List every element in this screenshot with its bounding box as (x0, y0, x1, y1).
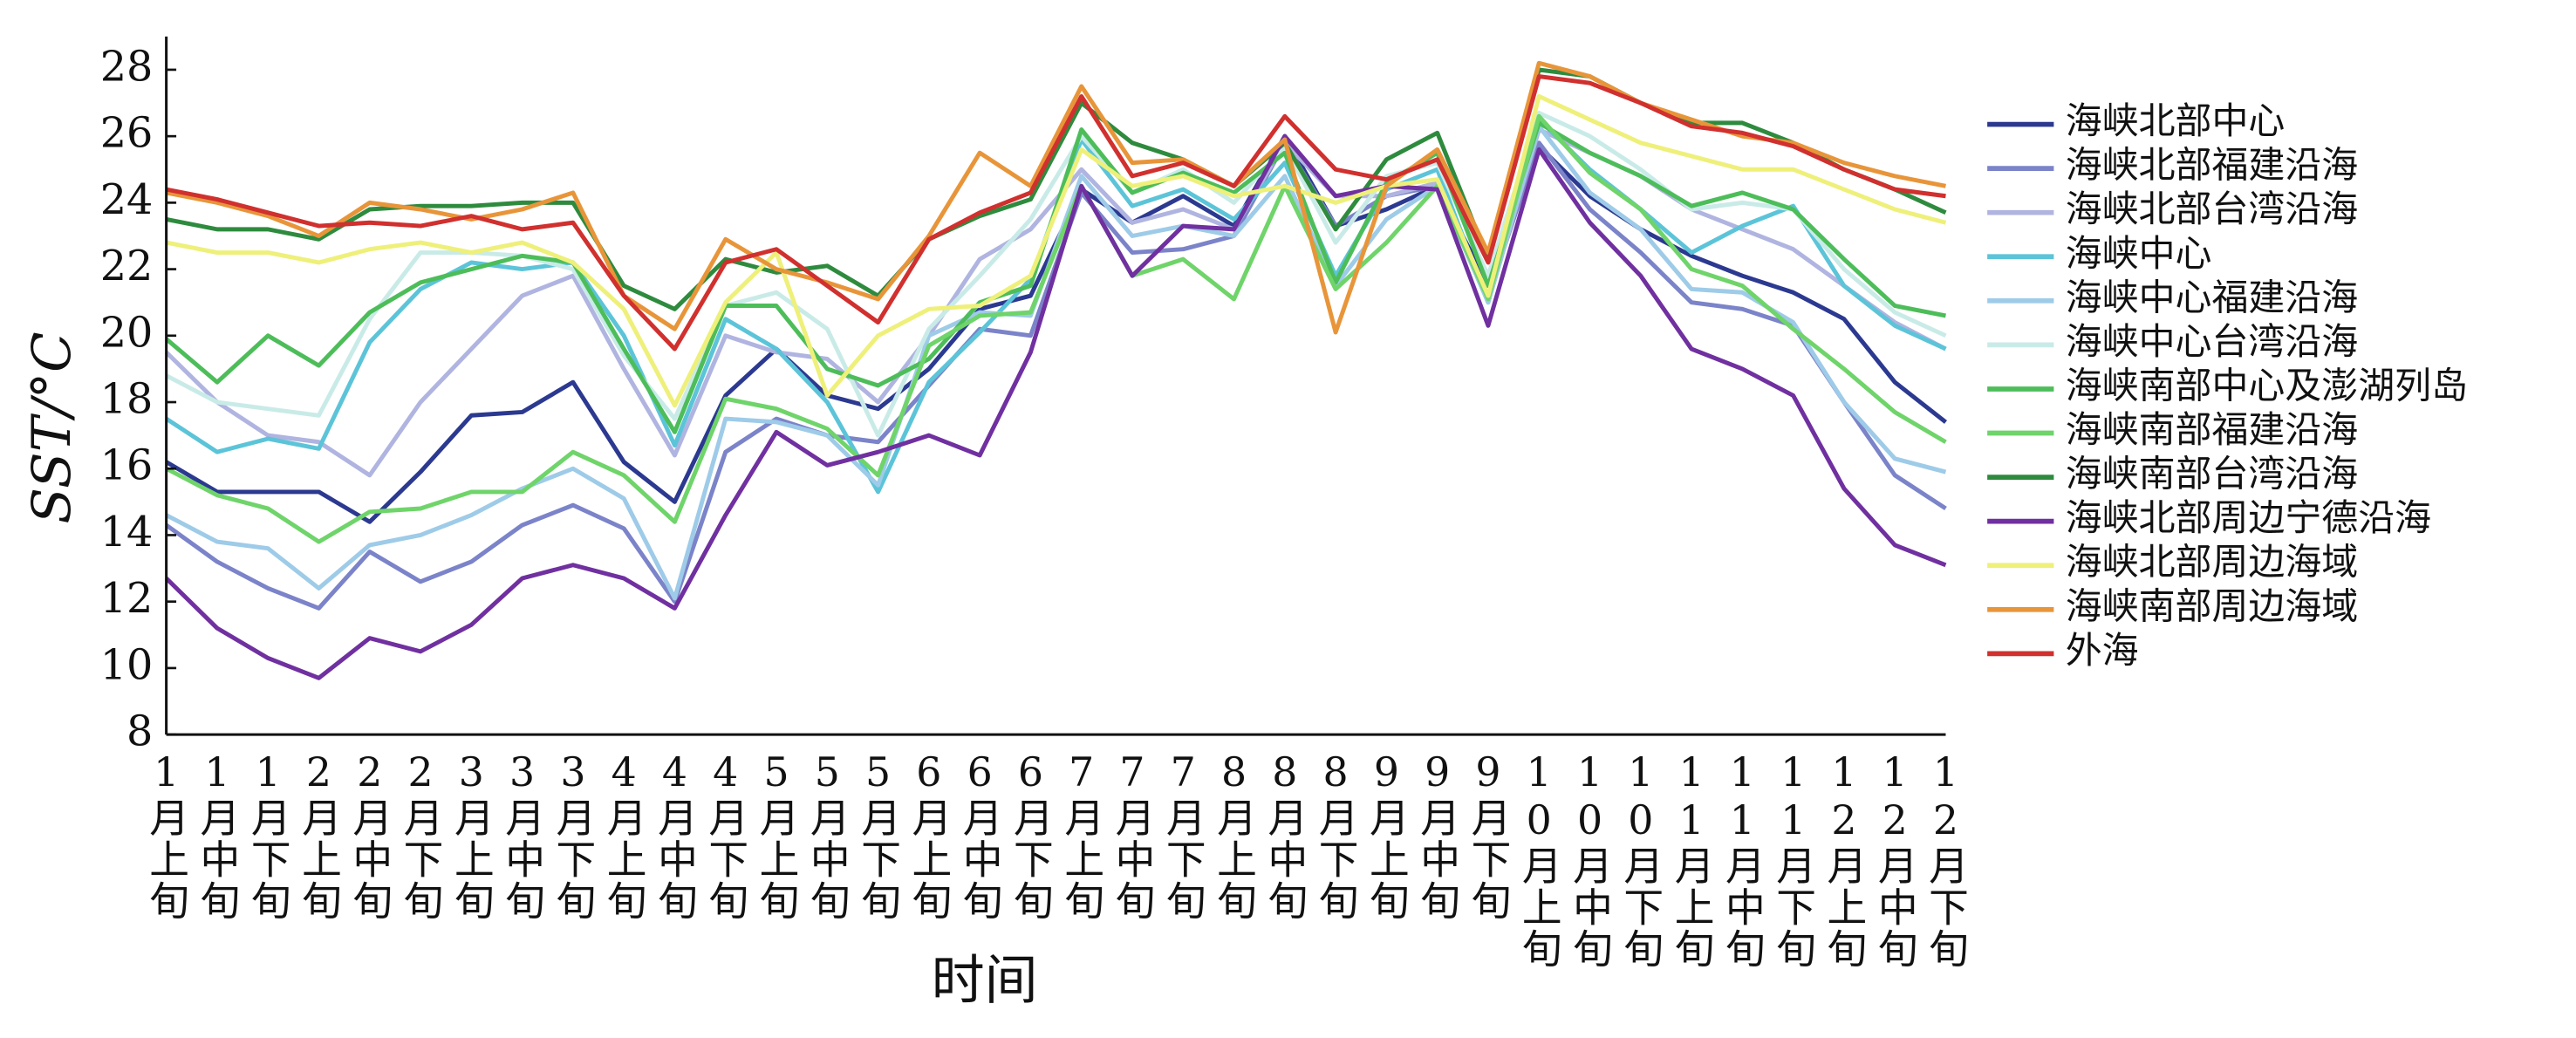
legend-label: 海峡南部周边海域 (2066, 584, 2358, 627)
legend-label: 海峡中心台湾沿海 (2066, 320, 2358, 363)
x-tick-label: 9月上旬 (1363, 749, 1410, 921)
x-tick-label: 4月中旬 (652, 749, 698, 921)
x-tick-label: 3月中旬 (499, 749, 545, 921)
legend-label: 海峡北部周边海域 (2066, 541, 2358, 584)
x-tick-label: 9月下旬 (1465, 749, 1511, 921)
y-tick-label: 24 (100, 176, 154, 224)
x-tick-label: 7月上旬 (1058, 749, 1104, 921)
x-tick-label: 5月中旬 (804, 749, 851, 921)
x-tick-label: 5月上旬 (753, 749, 799, 921)
x-tick-label: 10月上旬 (1516, 749, 1562, 969)
y-axis-label: SST/°C (21, 331, 83, 523)
x-tick-label: 6月下旬 (1008, 749, 1054, 921)
x-tick-label: 5月下旬 (855, 749, 901, 921)
x-tick-label: 12月下旬 (1923, 749, 1969, 969)
x-tick-label: 12月中旬 (1872, 749, 1918, 969)
x-tick-label: 8月上旬 (1211, 749, 1257, 921)
legend-label: 海峡中心 (2066, 232, 2212, 275)
legend-label: 海峡北部福建沿海 (2066, 144, 2358, 187)
legend-label: 海峡北部台湾沿海 (2066, 188, 2358, 230)
x-tick-label: 9月中旬 (1414, 749, 1460, 921)
x-tick-label: 10月下旬 (1617, 749, 1664, 969)
y-tick-label: 12 (100, 575, 154, 623)
x-tick-label: 1月下旬 (245, 749, 291, 921)
y-tick-label: 14 (100, 509, 154, 557)
x-tick-label: 2月下旬 (398, 749, 444, 921)
x-tick-label: 2月上旬 (296, 749, 342, 921)
x-tick-label: 4月上旬 (601, 749, 647, 921)
x-tick-label: 11月上旬 (1669, 749, 1715, 969)
x-tick-label: 11月中旬 (1719, 749, 1766, 969)
x-tick-label: 10月中旬 (1567, 749, 1613, 969)
legend-label: 海峡南部中心及澎湖列岛 (2066, 365, 2468, 407)
series-line (164, 133, 1947, 680)
y-tick-label: 18 (100, 376, 154, 424)
x-tick-label: 7月中旬 (1109, 749, 1155, 921)
x-tick-label: 3月下旬 (550, 749, 596, 921)
legend-label: 海峡南部福建沿海 (2066, 408, 2358, 451)
legend: 海峡北部中心海峡北部福建沿海海峡北部台湾沿海海峡中心海峡中心福建沿海海峡中心台湾… (1987, 99, 2468, 672)
y-tick-label: 20 (100, 309, 154, 357)
legend-label: 海峡北部周边宁德沿海 (2066, 496, 2431, 539)
x-tick-label: 7月下旬 (1160, 749, 1206, 921)
legend-label: 海峡北部中心 (2066, 99, 2286, 142)
x-tick-label: 6月中旬 (957, 749, 1003, 921)
legend-label: 外海 (2066, 629, 2139, 672)
y-tick-label: 22 (100, 242, 154, 290)
x-tick-label: 1月中旬 (194, 749, 240, 921)
legend-label: 海峡中心福建沿海 (2066, 276, 2358, 318)
y-tick-label: 10 (100, 641, 154, 689)
x-tick-label: 8月中旬 (1261, 749, 1308, 921)
x-tick-label: 2月中旬 (346, 749, 393, 921)
plot-area (164, 60, 1948, 680)
series-line (165, 113, 1947, 544)
x-tick-label: 11月下旬 (1770, 749, 1816, 969)
y-tick-label: 8 (126, 708, 153, 756)
x-tick-label: 12月上旬 (1821, 749, 1867, 969)
x-tick-label: 3月上旬 (448, 749, 495, 921)
series-line (166, 93, 1947, 408)
y-tick-label: 16 (100, 442, 154, 490)
y-tick-label: 28 (100, 43, 154, 91)
series-line (166, 74, 1946, 352)
x-tick-label: 8月下旬 (1313, 749, 1359, 921)
x-axis-label: 时间 (932, 949, 1038, 1011)
legend-label: 海峡南部台湾沿海 (2066, 453, 2358, 495)
x-tick-label: 6月上旬 (905, 749, 952, 921)
y-tick-label: 26 (100, 110, 154, 158)
x-tick-label: 4月下旬 (702, 749, 748, 921)
x-tick-label: 1月上旬 (143, 749, 189, 921)
